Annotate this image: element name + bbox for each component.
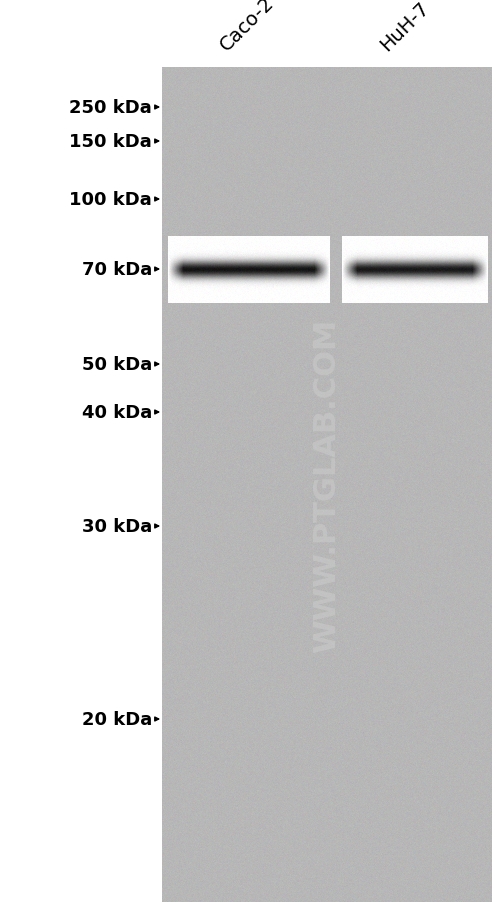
Text: 150 kDa: 150 kDa [69, 133, 152, 151]
Text: 20 kDa: 20 kDa [82, 710, 152, 728]
Text: 30 kDa: 30 kDa [82, 518, 152, 536]
Text: 250 kDa: 250 kDa [69, 99, 152, 117]
Text: Caco-2: Caco-2 [216, 0, 278, 55]
Text: WWW.PTGLAB.COM: WWW.PTGLAB.COM [312, 318, 342, 652]
Text: 100 kDa: 100 kDa [69, 191, 152, 208]
Text: HuH-7: HuH-7 [376, 0, 433, 55]
Text: 70 kDa: 70 kDa [82, 261, 152, 279]
Text: 50 kDa: 50 kDa [82, 355, 152, 373]
Text: 40 kDa: 40 kDa [82, 403, 152, 421]
